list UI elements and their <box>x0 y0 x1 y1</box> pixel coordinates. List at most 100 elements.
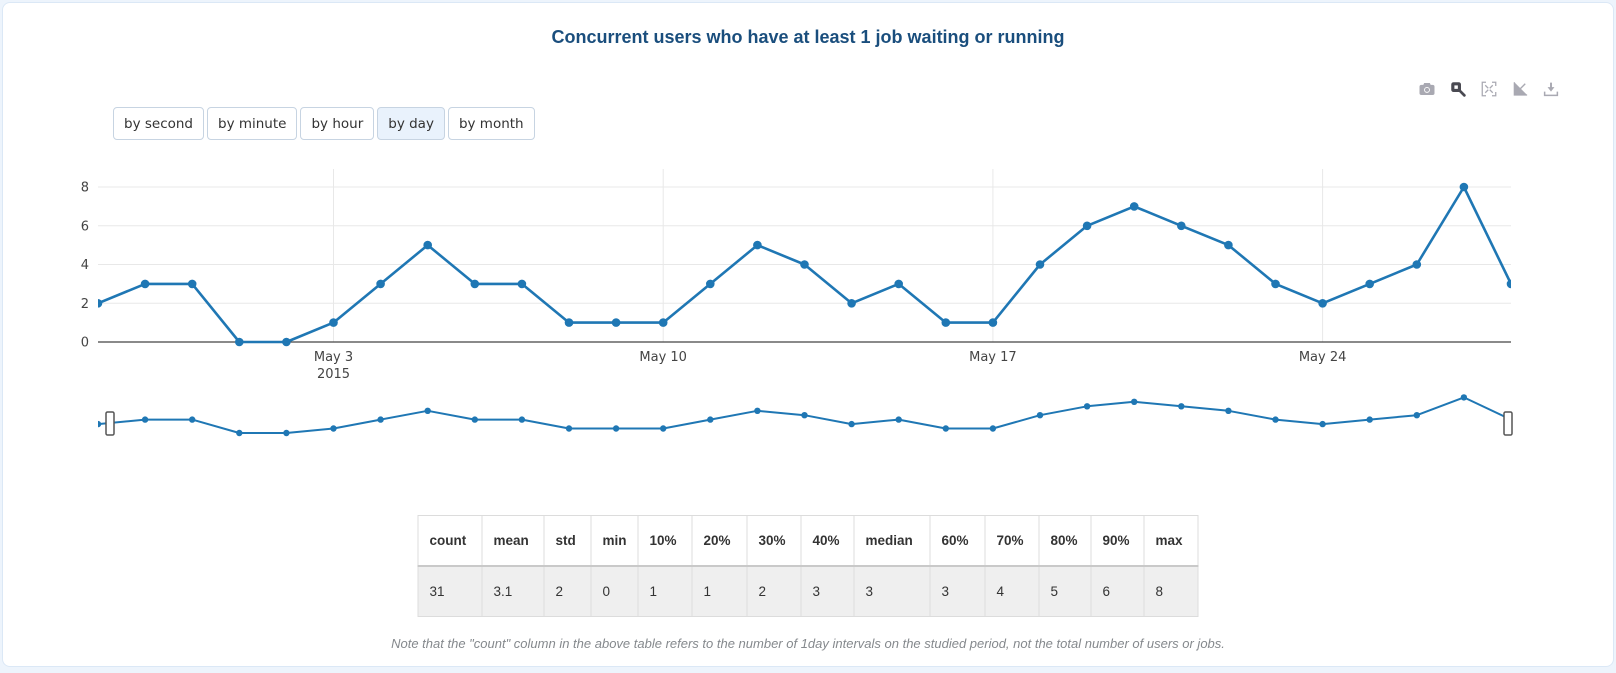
data-point-marker[interactable] <box>611 318 621 327</box>
zoom-icon[interactable] <box>1448 79 1468 99</box>
mini-data-point-marker <box>1178 403 1185 410</box>
mini-data-point-marker <box>801 412 808 419</box>
stats-value-30pct: 2 <box>746 566 801 617</box>
stats-value-std: 2 <box>543 566 591 617</box>
mini-data-point-marker <box>283 429 290 437</box>
stats-header-40pct: 40% <box>800 515 854 567</box>
data-point-marker[interactable] <box>1271 279 1280 289</box>
stats-value-mean: 3.1 <box>481 566 544 617</box>
stats-header-min: min <box>590 515 638 567</box>
range-button-by-day[interactable]: by day <box>377 107 445 140</box>
data-point-marker[interactable] <box>1412 260 1422 269</box>
stats-value-min: 0 <box>590 566 638 617</box>
stats-table: count mean std min 10% 20% 30% 40% media… <box>417 515 1199 617</box>
data-point-marker[interactable] <box>1035 260 1045 269</box>
data-point-marker[interactable] <box>187 279 197 289</box>
mini-data-point-marker <box>1036 412 1044 419</box>
mini-data-point-marker <box>236 429 243 437</box>
data-point-marker[interactable] <box>1177 221 1186 231</box>
stats-value-10pct: 1 <box>637 566 692 617</box>
mini-data-point-marker <box>1460 394 1468 401</box>
mini-data-point-marker <box>989 425 997 432</box>
range-button-by-month[interactable]: by month <box>447 107 535 140</box>
data-point-marker[interactable] <box>140 279 150 289</box>
mini-data-point-marker <box>1319 420 1326 428</box>
y-tick-label: 4 <box>81 258 89 273</box>
mini-data-point-marker <box>942 425 949 432</box>
stats-header-median: median <box>853 515 930 567</box>
data-point-marker[interactable] <box>1459 182 1469 192</box>
mini-data-point-marker <box>895 416 902 423</box>
x-tick-sublabel: 2015 <box>317 367 350 382</box>
data-point-marker[interactable] <box>847 299 856 308</box>
data-point-marker[interactable] <box>894 279 903 289</box>
page-title: Concurrent users who have at least 1 job… <box>551 27 1065 47</box>
data-point-marker[interactable] <box>94 299 103 308</box>
data-point-marker[interactable] <box>1082 221 1092 231</box>
mini-data-point-marker <box>471 416 478 423</box>
stats-header-70pct: 70% <box>984 515 1039 567</box>
stats-value-median: 3 <box>853 566 930 617</box>
data-point-marker[interactable] <box>1318 299 1327 308</box>
autoscale-icon[interactable] <box>1479 79 1499 99</box>
data-point-marker[interactable] <box>658 318 668 327</box>
data-point-marker[interactable] <box>988 318 998 327</box>
data-point-marker[interactable] <box>423 240 433 250</box>
stats-value-70pct: 4 <box>984 566 1039 617</box>
y-tick-label: 8 <box>81 181 89 196</box>
modebar <box>1417 79 1561 99</box>
data-point-marker[interactable] <box>800 260 809 269</box>
mini-data-point-marker <box>377 416 384 423</box>
data-point-marker[interactable] <box>235 337 244 347</box>
stats-header-10pct: 10% <box>637 515 692 567</box>
data-point-marker[interactable] <box>706 279 715 289</box>
mini-data-point-marker <box>330 425 337 432</box>
data-point-marker[interactable] <box>753 240 762 250</box>
x-tick-label: May 10 <box>639 350 687 365</box>
data-point-marker[interactable] <box>564 318 574 327</box>
mini-data-point-marker <box>424 407 431 414</box>
data-point-marker[interactable] <box>1365 279 1374 289</box>
mini-data-point-marker <box>1083 403 1091 410</box>
x-tick-label: May 24 <box>1299 350 1347 365</box>
mini-data-point-marker <box>612 425 620 432</box>
stats-value-20pct: 1 <box>691 566 747 617</box>
camera-icon[interactable] <box>1417 79 1437 99</box>
data-point-marker[interactable] <box>282 337 291 347</box>
stats-value-count: 31 <box>417 566 482 617</box>
data-point-marker[interactable] <box>517 279 527 289</box>
mini-data-point-marker <box>1225 407 1232 414</box>
download-icon[interactable] <box>1541 79 1561 99</box>
stats-header-max: max <box>1143 515 1198 567</box>
mini-data-point-marker <box>848 420 855 428</box>
data-point-marker[interactable] <box>470 279 480 289</box>
reset-axes-icon[interactable] <box>1510 79 1530 99</box>
range-button-by-minute[interactable]: by minute <box>207 107 298 140</box>
slider-handle-left[interactable] <box>105 411 115 436</box>
data-point-marker[interactable] <box>376 279 385 289</box>
stats-header-20pct: 20% <box>691 515 747 567</box>
stats-value-80pct: 5 <box>1038 566 1091 617</box>
data-point-marker[interactable] <box>941 318 951 327</box>
slider-handle-right[interactable] <box>1503 411 1513 436</box>
footnote: Note that the "count" column in the abov… <box>391 636 1225 651</box>
mini-data-point-marker <box>518 416 526 423</box>
range-slider[interactable] <box>3 383 1616 447</box>
stats-header-count: count <box>417 515 482 567</box>
range-selector: by second by minute by hour by day by mo… <box>113 107 535 140</box>
range-button-by-second[interactable]: by second <box>113 107 204 140</box>
mini-data-point-marker <box>1366 416 1373 423</box>
stats-header-mean: mean <box>481 515 544 567</box>
mini-data-point-marker <box>707 416 714 423</box>
y-tick-label: 6 <box>81 219 89 234</box>
data-point-marker[interactable] <box>1129 202 1139 211</box>
y-tick-label: 0 <box>81 336 89 351</box>
data-point-marker[interactable] <box>1506 279 1516 289</box>
data-point-marker[interactable] <box>329 318 338 327</box>
data-point-marker[interactable] <box>1224 240 1233 250</box>
stats-value-max: 8 <box>1143 566 1198 617</box>
range-button-by-hour[interactable]: by hour <box>300 107 375 140</box>
main-chart-plot-area[interactable]: May 3 2015 May 10 May 17 May 24 0 2 4 6 8 <box>3 161 1616 383</box>
